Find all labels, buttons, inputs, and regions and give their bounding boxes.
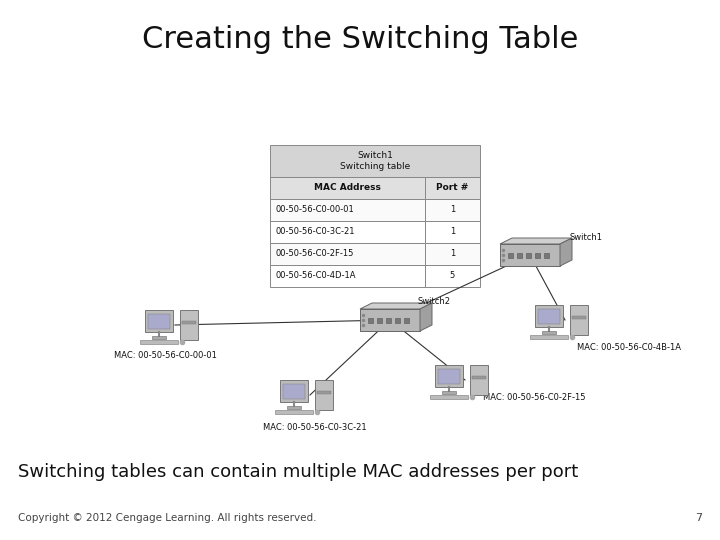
Text: Switch2: Switch2 xyxy=(418,298,451,307)
Text: Switch1: Switch1 xyxy=(570,233,603,241)
Text: MAC: 00-50-56-C0-2F-15: MAC: 00-50-56-C0-2F-15 xyxy=(483,394,585,402)
Bar xyxy=(280,380,308,402)
Text: 1: 1 xyxy=(450,227,455,237)
Bar xyxy=(542,331,556,334)
Text: 00-50-56-C0-4D-1A: 00-50-56-C0-4D-1A xyxy=(275,272,356,280)
Text: Switching tables can contain multiple MAC addresses per port: Switching tables can contain multiple MA… xyxy=(18,463,578,481)
Text: Port #: Port # xyxy=(436,184,469,192)
Bar xyxy=(270,243,425,265)
Bar xyxy=(270,145,480,177)
Text: 00-50-56-C0-2F-15: 00-50-56-C0-2F-15 xyxy=(275,249,354,259)
Bar xyxy=(283,384,305,399)
Text: 1: 1 xyxy=(450,249,455,259)
Polygon shape xyxy=(360,309,420,331)
Bar xyxy=(395,318,400,323)
Bar xyxy=(145,310,173,332)
Bar xyxy=(270,265,425,287)
Bar xyxy=(386,318,391,323)
Polygon shape xyxy=(500,244,560,266)
Bar xyxy=(538,309,560,324)
Bar xyxy=(140,340,178,344)
Bar xyxy=(572,315,586,319)
Bar xyxy=(404,318,409,323)
Polygon shape xyxy=(500,238,572,244)
Bar xyxy=(472,375,486,379)
Text: 00-50-56-C0-3C-21: 00-50-56-C0-3C-21 xyxy=(275,227,354,237)
Bar xyxy=(270,199,425,221)
Bar xyxy=(425,199,480,221)
Text: MAC Address: MAC Address xyxy=(314,184,381,192)
Bar xyxy=(377,318,382,323)
Bar xyxy=(530,335,568,339)
Bar xyxy=(438,369,460,384)
Text: 1: 1 xyxy=(450,206,455,214)
Bar xyxy=(425,221,480,243)
Bar xyxy=(275,410,313,414)
Bar xyxy=(425,243,480,265)
Text: Copyright © 2012 Cengage Learning. All rights reserved.: Copyright © 2012 Cengage Learning. All r… xyxy=(18,513,317,523)
Text: MAC: 00-50-56-C0-00-01: MAC: 00-50-56-C0-00-01 xyxy=(114,350,217,360)
Bar xyxy=(315,380,333,410)
Text: 7: 7 xyxy=(695,513,702,523)
Bar xyxy=(425,177,480,199)
Polygon shape xyxy=(360,303,432,309)
Bar xyxy=(508,253,513,258)
Text: 5: 5 xyxy=(450,272,455,280)
Text: 00-50-56-C0-00-01: 00-50-56-C0-00-01 xyxy=(275,206,354,214)
Bar xyxy=(180,310,198,340)
Bar xyxy=(287,406,301,409)
Bar xyxy=(470,365,488,395)
Bar xyxy=(270,221,425,243)
Bar xyxy=(148,314,170,329)
Bar xyxy=(442,391,456,394)
Bar xyxy=(368,318,373,323)
Bar xyxy=(517,253,522,258)
Bar xyxy=(270,177,425,199)
Bar xyxy=(570,305,588,335)
Text: MAC: 00-50-56-C0-3C-21: MAC: 00-50-56-C0-3C-21 xyxy=(264,422,366,431)
Text: Switch1
Switching table: Switch1 Switching table xyxy=(340,151,410,171)
Bar xyxy=(544,253,549,258)
Bar xyxy=(526,253,531,258)
Polygon shape xyxy=(560,238,572,266)
Bar xyxy=(430,395,468,399)
Text: MAC: 00-50-56-C0-4B-1A: MAC: 00-50-56-C0-4B-1A xyxy=(577,343,681,353)
Bar xyxy=(535,305,563,327)
Bar xyxy=(152,336,166,339)
Bar xyxy=(317,390,331,394)
Bar xyxy=(435,365,463,387)
Bar xyxy=(182,321,196,323)
Polygon shape xyxy=(420,303,432,331)
Bar xyxy=(425,265,480,287)
Text: Creating the Switching Table: Creating the Switching Table xyxy=(142,25,578,55)
Bar xyxy=(535,253,540,258)
